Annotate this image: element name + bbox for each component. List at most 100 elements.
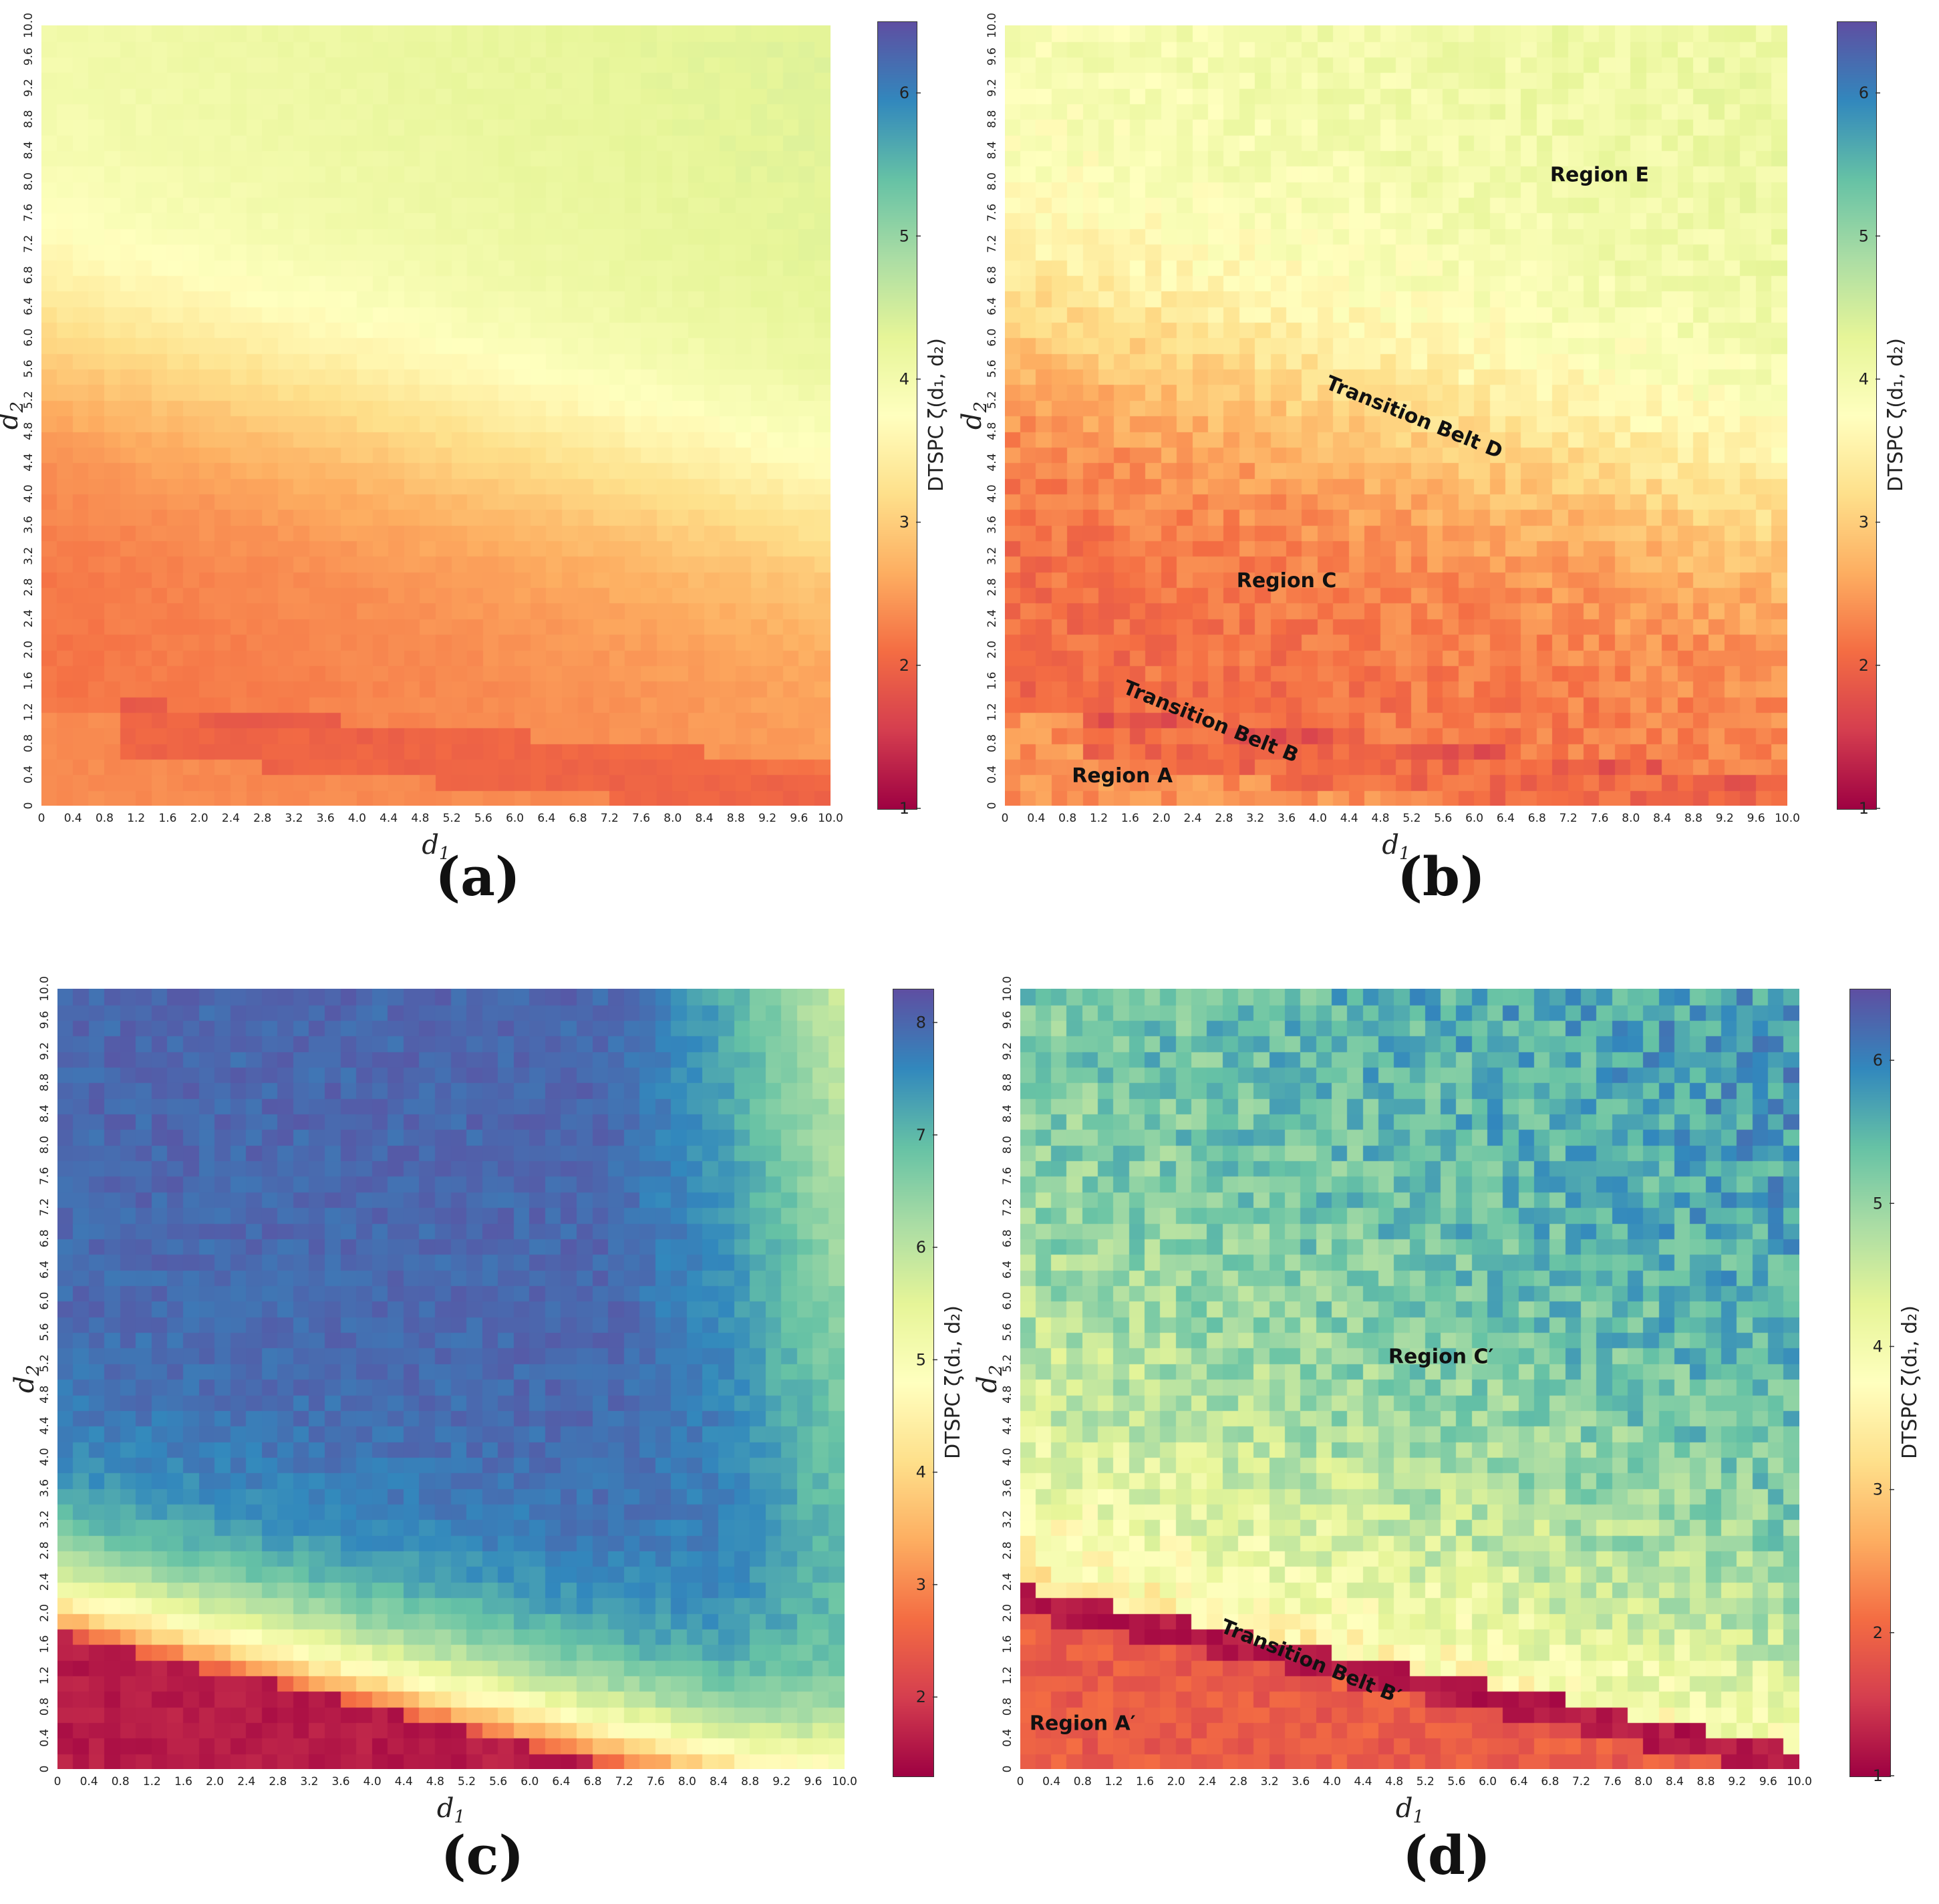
- x-tick-b: 4.8: [1372, 812, 1390, 825]
- x-tick-b: 7.6: [1590, 812, 1608, 825]
- x-tick-a: 3.2: [285, 812, 303, 825]
- x-tick-b: 8.8: [1684, 812, 1702, 825]
- x-tick-d: 8.0: [1634, 1775, 1652, 1788]
- y-tick-a: 8.0: [22, 172, 35, 190]
- colorbar-tick-c: 7: [916, 1126, 926, 1144]
- x-tick-d: 2.0: [1167, 1775, 1185, 1788]
- x-tick-c: 3.6: [332, 1775, 350, 1788]
- y-tick-c: 0: [38, 1766, 51, 1773]
- heatmap-c: [57, 989, 845, 1769]
- y-tick-d: 3.2: [1001, 1511, 1014, 1529]
- y-tick-b: 4.8: [986, 422, 999, 440]
- annotation-b: Region E: [1550, 164, 1649, 187]
- x-tick-b: 3.6: [1278, 812, 1296, 825]
- y-tick-c: 5.6: [38, 1323, 51, 1341]
- x-tick-c: 0.4: [80, 1775, 98, 1788]
- x-tick-d: 1.2: [1104, 1775, 1123, 1788]
- y-tick-b: 2.4: [986, 609, 999, 627]
- x-tick-a: 6.8: [569, 812, 587, 825]
- x-tick-d: 7.2: [1572, 1775, 1590, 1788]
- y-tick-c: 10.0: [38, 976, 51, 1001]
- x-tick-b: 1.2: [1090, 812, 1108, 825]
- colorbar-d: [1849, 989, 1891, 1777]
- colorbar-tick-b: 6: [1859, 84, 1869, 102]
- x-tick-a: 5.6: [474, 812, 492, 825]
- y-tick-a: 6.0: [22, 329, 35, 347]
- x-tick-a: 4.4: [380, 812, 398, 825]
- x-tick-b: 2.0: [1153, 812, 1171, 825]
- x-tick-b: 9.6: [1747, 812, 1765, 825]
- x-tick-d: 1.6: [1136, 1775, 1154, 1788]
- y-tick-b: 0.4: [986, 766, 999, 784]
- x-tick-a: 0: [38, 812, 45, 825]
- x-tick-b: 2.8: [1215, 812, 1233, 825]
- x-tick-a: 9.6: [790, 812, 808, 825]
- panel-label-b: (b): [1397, 845, 1485, 908]
- y-tick-b: 3.6: [986, 516, 999, 534]
- annotation-b: Transition Belt B: [1120, 676, 1302, 768]
- x-tick-b: 6.8: [1528, 812, 1546, 825]
- y-tick-a: 7.2: [22, 235, 35, 253]
- y-tick-a: 6.8: [22, 266, 35, 284]
- x-tick-a: 1.2: [127, 812, 145, 825]
- y-tick-d: 5.6: [1001, 1323, 1014, 1341]
- y-tick-c: 1.6: [38, 1635, 51, 1653]
- colorbar-tick-c: 6: [916, 1238, 926, 1257]
- colorbar-tick-c: 2: [916, 1688, 926, 1706]
- y-tick-d: 9.2: [1001, 1042, 1014, 1060]
- y-tick-a: 6.4: [22, 297, 35, 315]
- y-tick-d: 0: [1001, 1766, 1014, 1773]
- y-tick-a: 10.0: [22, 13, 35, 38]
- colorbar-label-d: DTSPC ζ(d₁, d₂): [1898, 1305, 1922, 1459]
- x-tick-c: 4.8: [426, 1775, 444, 1788]
- x-tick-d: 3.2: [1261, 1775, 1279, 1788]
- x-tick-c: 5.2: [458, 1775, 476, 1788]
- x-tick-d: 7.6: [1604, 1775, 1622, 1788]
- x-tick-b: 2.4: [1184, 812, 1202, 825]
- x-tick-d: 9.6: [1759, 1775, 1777, 1788]
- y-tick-d: 7.6: [1001, 1167, 1014, 1185]
- colorbar-tick-a: 5: [899, 226, 909, 245]
- y-tick-a: 4.4: [22, 454, 35, 472]
- x-tick-b: 9.2: [1716, 812, 1734, 825]
- x-tick-b: 0.4: [1027, 812, 1045, 825]
- y-tick-c: 6.0: [38, 1292, 51, 1310]
- y-tick-d: 10.0: [1001, 976, 1014, 1001]
- x-tick-b: 8.0: [1622, 812, 1640, 825]
- x-tick-d: 0.8: [1074, 1775, 1092, 1788]
- colorbar-b: [1837, 21, 1877, 810]
- heatmap-b: [1005, 25, 1787, 806]
- annotation-b: Transition Belt D: [1322, 371, 1506, 464]
- x-tick-c: 6.4: [552, 1775, 570, 1788]
- x-tick-b: 0.8: [1058, 812, 1076, 825]
- x-tick-d: 4.8: [1385, 1775, 1403, 1788]
- y-tick-d: 5.2: [1001, 1354, 1014, 1372]
- annotation-b: Region A: [1072, 764, 1173, 788]
- y-tick-b: 5.6: [986, 359, 999, 377]
- y-tick-b: 1.6: [986, 672, 999, 690]
- y-tick-d: 2.4: [1001, 1573, 1014, 1591]
- colorbar-tick-d: 5: [1873, 1194, 1883, 1213]
- colorbar-tick-b: 1: [1859, 799, 1869, 818]
- x-tick-a: 0.8: [96, 812, 114, 825]
- y-tick-a: 5.2: [22, 391, 35, 409]
- y-tick-c: 8.0: [38, 1136, 51, 1154]
- y-tick-b: 6.8: [986, 266, 999, 284]
- y-tick-b: 6.4: [986, 297, 999, 315]
- annotation-d: Region C′: [1388, 1345, 1494, 1369]
- x-tick-c: 4.4: [395, 1775, 413, 1788]
- colorbar-tick-b: 3: [1859, 513, 1869, 532]
- y-tick-d: 9.6: [1001, 1011, 1014, 1029]
- y-tick-b: 10.0: [986, 13, 999, 38]
- x-tick-a: 0.4: [64, 812, 82, 825]
- x-tick-a: 7.6: [632, 812, 650, 825]
- x-tick-a: 2.8: [253, 812, 271, 825]
- x-tick-d: 3.6: [1292, 1775, 1310, 1788]
- panel-label-d: (d): [1402, 1824, 1491, 1887]
- y-tick-c: 1.2: [38, 1666, 51, 1684]
- x-tick-c: 1.6: [174, 1775, 192, 1788]
- colorbar-tick-c: 3: [916, 1575, 926, 1594]
- y-tick-c: 0.4: [38, 1729, 51, 1747]
- x-tick-c: 6.8: [584, 1775, 602, 1788]
- y-tick-d: 8.0: [1001, 1136, 1014, 1154]
